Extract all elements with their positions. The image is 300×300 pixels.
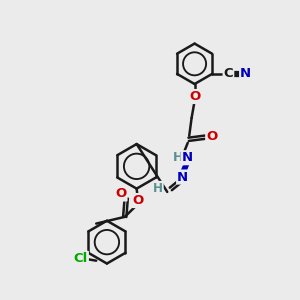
Text: O: O — [189, 90, 200, 103]
Text: Cl: Cl — [74, 252, 88, 265]
Text: N: N — [182, 151, 193, 164]
Text: H: H — [173, 151, 183, 164]
Text: H: H — [153, 182, 163, 195]
Text: O: O — [206, 130, 218, 143]
Text: O: O — [115, 188, 127, 200]
Text: N: N — [177, 170, 188, 184]
Text: C: C — [224, 68, 233, 80]
Text: O: O — [133, 194, 144, 207]
Text: N: N — [240, 68, 251, 80]
